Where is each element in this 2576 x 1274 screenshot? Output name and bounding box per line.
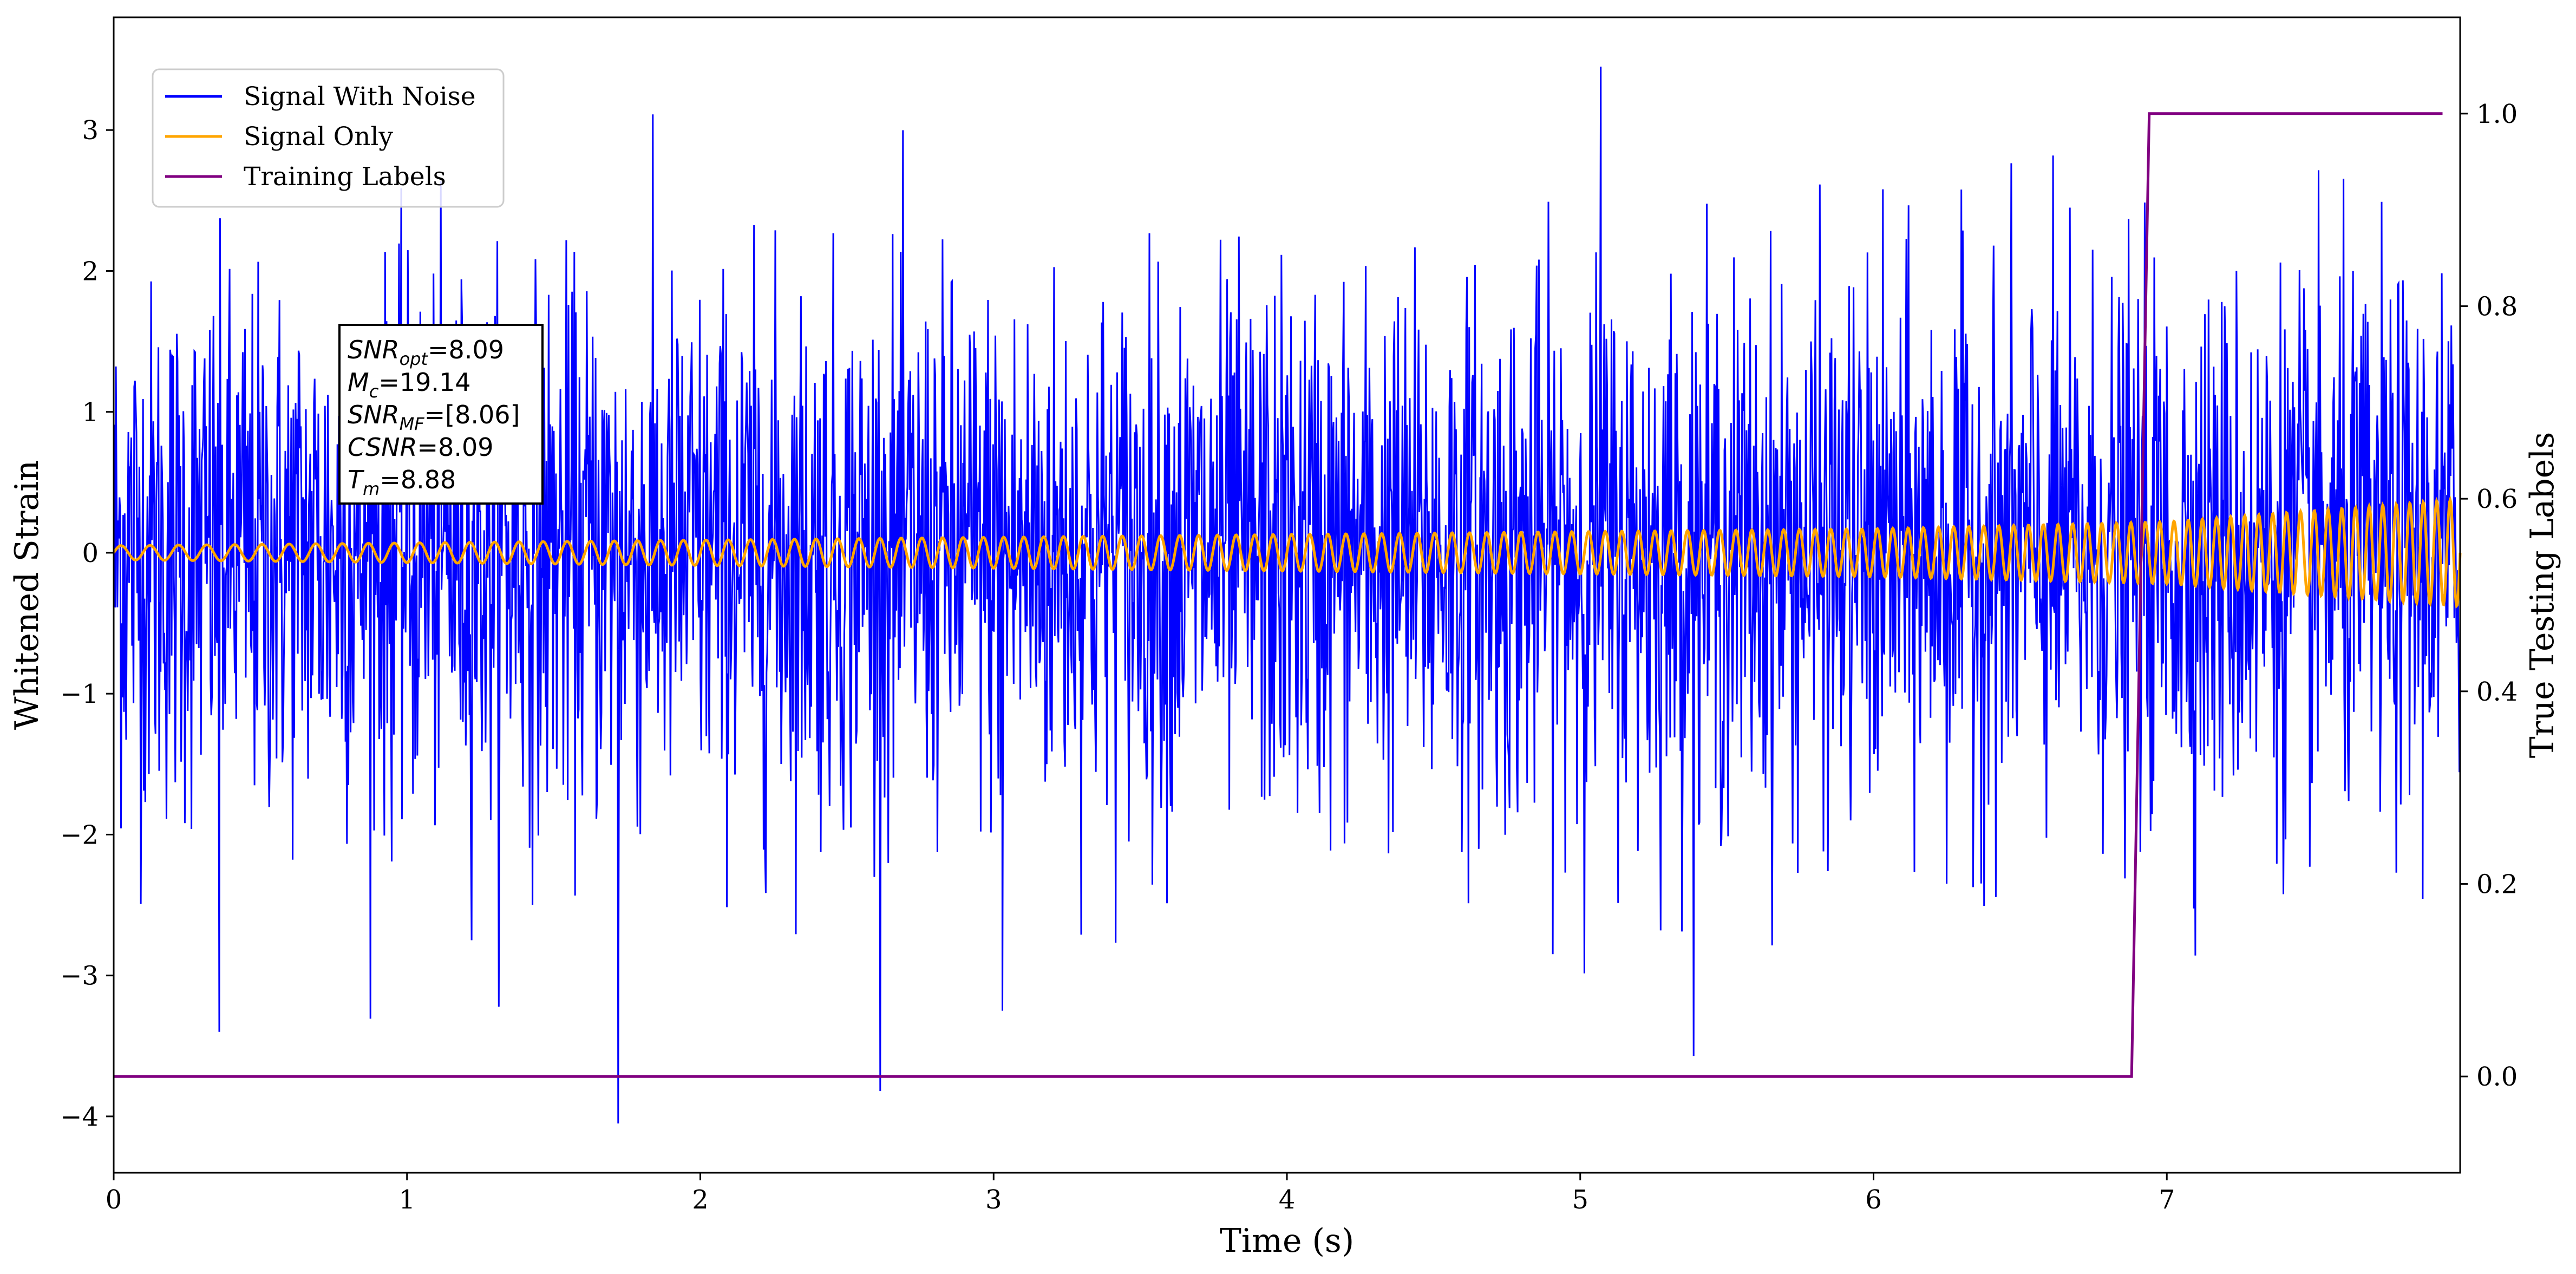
annotation-line: Mc=19.14 (348, 368, 471, 402)
annotation-line: SNRMF=[8.06] (348, 400, 520, 434)
y-tick-label: −3 (60, 961, 99, 991)
y2-tick-label: 0.6 (2476, 484, 2518, 514)
legend-label-training-labels: Training Labels (244, 162, 446, 192)
legend-box (152, 68, 505, 208)
legend-label-signal-with-noise: Signal With Noise (244, 82, 476, 112)
y-tick-label: 3 (82, 115, 99, 146)
series-signal-with-noise (113, 67, 2461, 1123)
x-tick-label: 2 (692, 1185, 709, 1215)
y-tick-label: −4 (60, 1102, 99, 1132)
x-axis-ticks: 0 1 2 3 4 5 6 7 (106, 1173, 2175, 1215)
y-tick-label: −2 (60, 820, 99, 850)
annotation-box: SNRopt=8.09Mc=19.14SNRMF=[8.06]CSNR=8.09… (338, 324, 544, 505)
y2-axis-title: True Testing Labels (2523, 432, 2561, 759)
annotation-lines: SNRopt=8.09Mc=19.14SNRMF=[8.06]CSNR=8.09… (348, 335, 520, 499)
x-axis-title: Time (s) (1220, 1222, 1354, 1260)
y2-tick-label: 1.0 (2476, 99, 2518, 129)
y-tick-label: −1 (60, 679, 99, 709)
annotation-line: CSNR=8.09 (348, 433, 494, 462)
series-signal-only (112, 495, 2462, 609)
x-tick-label: 1 (398, 1185, 415, 1215)
y2-tick-label: 0.2 (2476, 870, 2518, 900)
y2-tick-label: 0.0 (2476, 1062, 2518, 1092)
training-labels-line (114, 112, 2443, 1078)
x-tick-label: 3 (985, 1185, 1002, 1215)
x-tick-label: 5 (1572, 1185, 1588, 1215)
noise-line (113, 67, 2461, 1123)
x-tick-label: 4 (1279, 1185, 1296, 1215)
y2-tick-label: 0.8 (2476, 292, 2518, 322)
annotation-line: Tm=8.88 (348, 465, 456, 499)
y-tick-label: 0 (82, 538, 99, 569)
signal-line (112, 495, 2462, 609)
y-axis-title: Whitened Strain (8, 460, 46, 730)
y-axis-ticks: −4 −3 −2 −1 0 1 2 3 (60, 115, 114, 1132)
y-tick-label: 2 (82, 256, 99, 286)
annotation-line: SNRopt=8.09 (348, 335, 504, 369)
series-training-labels (114, 112, 2443, 1078)
x-tick-label: 0 (106, 1185, 122, 1215)
y2-tick-label: 0.4 (2476, 677, 2518, 707)
y-tick-label: 1 (82, 397, 99, 428)
legend-label-signal-only: Signal Only (244, 122, 393, 152)
legend: Signal With Noise Signal Only Training L… (152, 68, 505, 208)
annotation-frame (338, 324, 544, 505)
x-tick-label: 7 (2159, 1185, 2175, 1215)
y2-axis-ticks: 0.0 0.2 0.4 0.6 0.8 1.0 (2460, 99, 2518, 1092)
x-tick-label: 6 (1865, 1185, 1882, 1215)
